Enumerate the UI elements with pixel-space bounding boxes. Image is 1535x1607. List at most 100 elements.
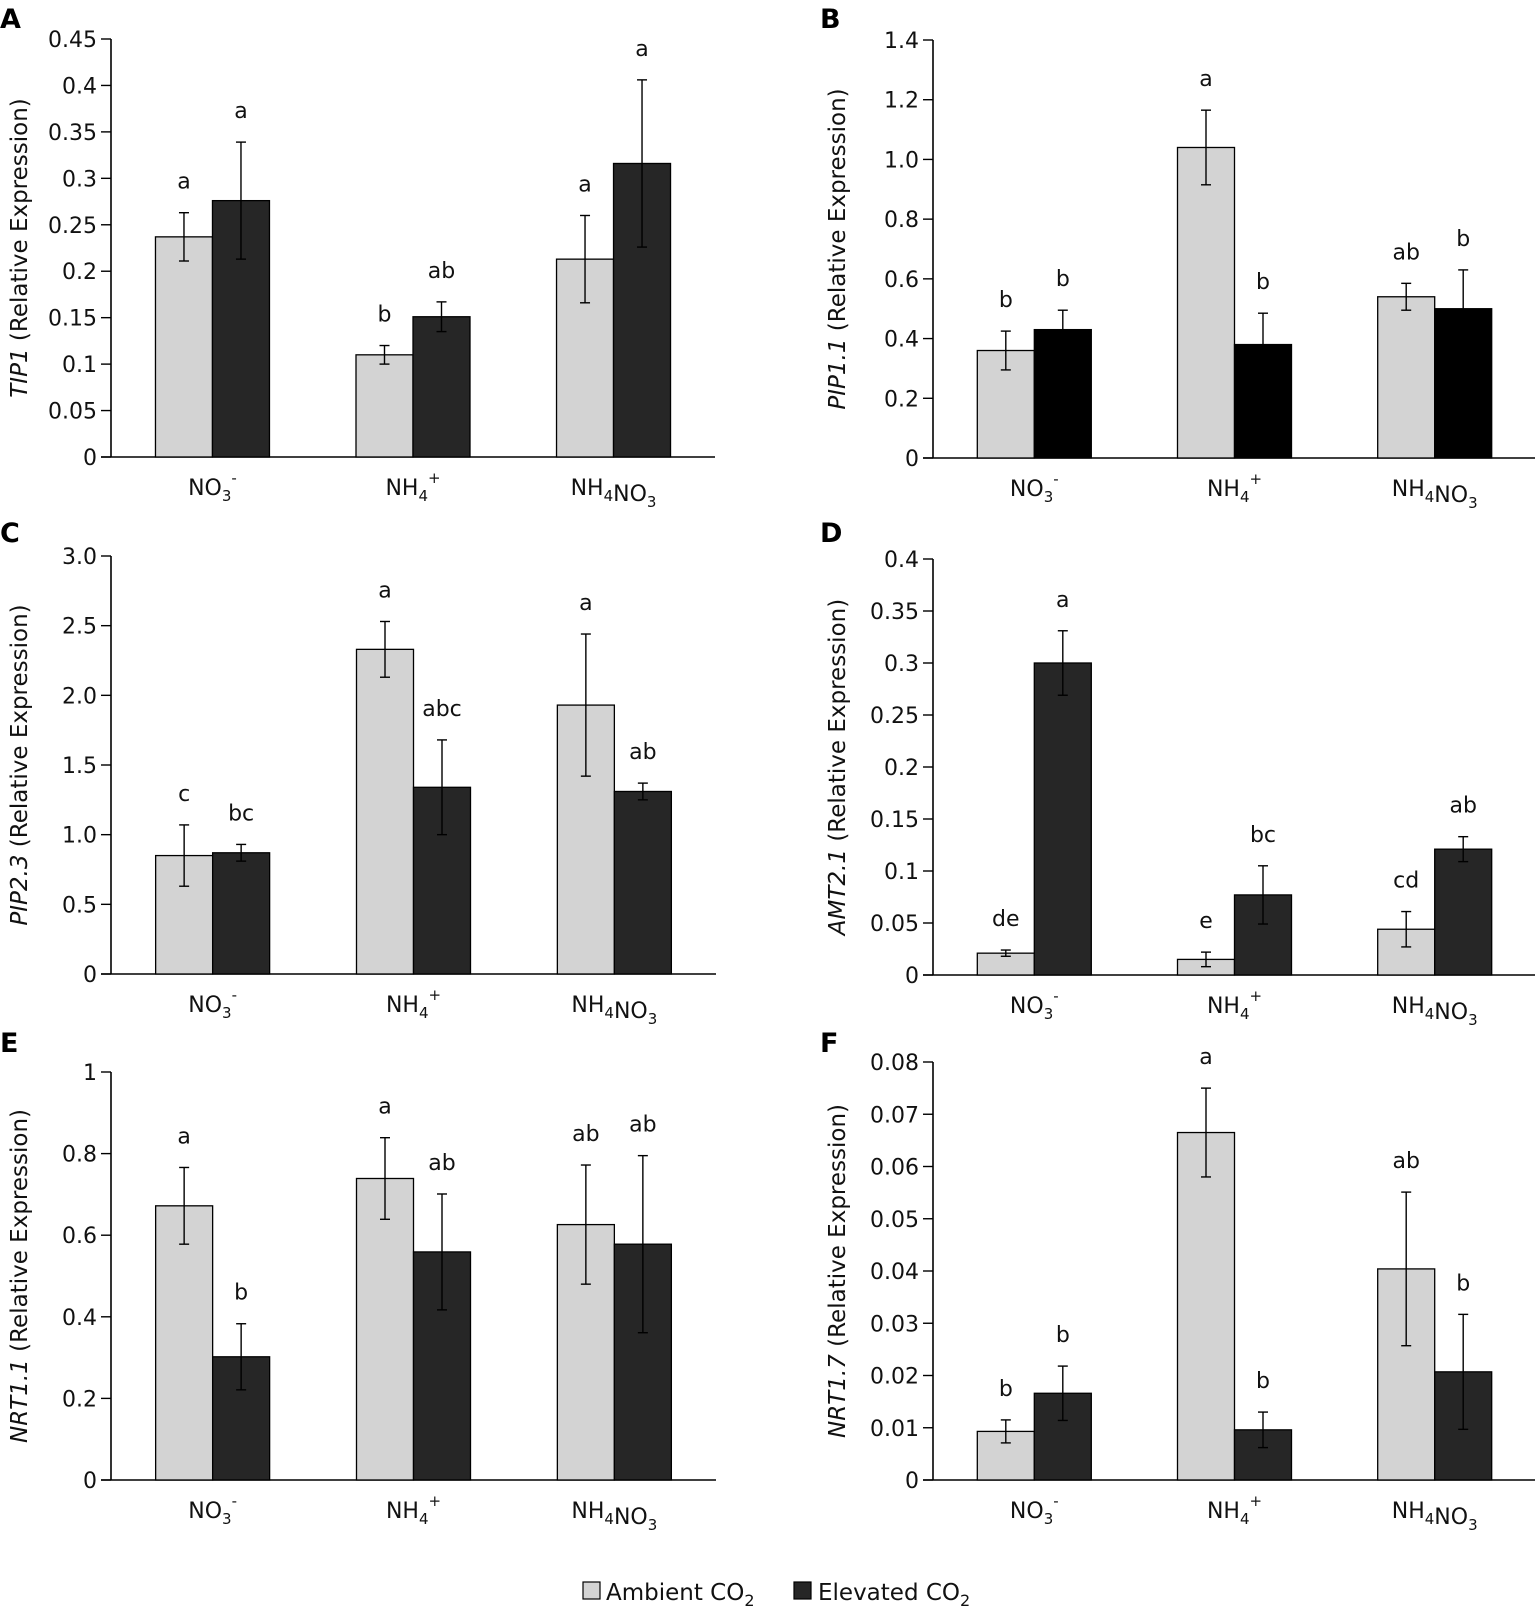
panel-a-y-label: TIP1 (Relative Expression) [7,98,33,398]
panel-d-y-tick-label: 0.15 [870,808,919,833]
panel-d-significance-letter: cd [1393,869,1419,894]
panel-c: C 0 0.5 1.0 1.5 2.0 2.5 3.0 PIP2.3 (Relative Exp… [0,518,716,1028]
panel-f-y-tick-label: 0.02 [870,1365,919,1390]
panel-b-significance-letter: ab [1392,240,1419,265]
panel-e-category-label: NO3- [188,1492,237,1528]
panel-c-y-tick-label: 0 [83,963,97,988]
panel-c-y-tick-label: 1.0 [62,824,97,849]
panel-b-y-label: PIP1.1 (Relative Expression) [825,88,851,409]
panel-a-significance-letter: a [578,172,591,197]
panel-a-bar-ambient [355,354,414,458]
panel-b: B 0 0.2 0.4 0.6 0.8 1.0 1.2 1.4 PIP1.1 (Relative … [820,4,1535,512]
panel-c-bar-elevated [211,852,271,975]
panel-c-letter: C [0,518,20,549]
panel-e-y-tick-label: 0.4 [62,1306,97,1331]
panel-e-y-tick-label: 1 [83,1061,97,1086]
panel-e-category-label: NH4+ [386,1492,441,1528]
panel-a-significance-letter: a [234,99,247,124]
panel-a-category-label: NH4+ [385,469,440,505]
panel-f-significance-letter: ab [1392,1149,1419,1174]
panel-d-y-tick-label: 0.3 [884,652,919,677]
panel-a-significance-letter: a [177,170,190,195]
panel-c-y-tick-label: 2.5 [62,615,97,640]
panel-d-bar-elevated [1434,848,1493,976]
panels-group: A 0 0.05 0.1 0.15 0.2 0.25 0.3 0.35 0.4 0.45 TIP1 (… [0,4,1535,1534]
panel-a-significance-letter: b [378,303,392,328]
panel-a-y-tick-label: 0.3 [62,167,97,192]
panel-e-category-label: NH4NO3 [571,1499,657,1534]
panel-d-category-label: NH4NO3 [1392,994,1478,1029]
panel-c-significance-letter: abc [422,697,462,722]
panel-b-y-tick-label: 1.2 [884,89,919,114]
panel-e-significance-letter: a [378,1095,391,1120]
panel-f-y-tick-label: 0.07 [870,1103,919,1128]
panel-f-y-tick-label: 0.08 [870,1051,919,1076]
panel-c-significance-letter: c [178,782,190,807]
panel-d-bar-elevated [1033,662,1092,976]
panel-f-category-label: NH4NO3 [1392,1499,1478,1534]
panel-a-letter: A [0,4,21,35]
panel-f-significance-letter: b [999,1377,1013,1402]
panel-f-significance-letter: b [1256,1369,1270,1394]
legend: Ambient CO2 Elevated CO2 [582,1580,970,1607]
panel-d-y-tick-label: 0.2 [884,756,919,781]
panel-c-significance-letter: ab [629,740,656,765]
panel-e-significance-letter: b [234,1281,248,1306]
panel-a-y-tick-label: 0.05 [48,400,97,425]
panel-f-y-tick-label: 0.03 [870,1312,919,1337]
panel-e-significance-letter: a [177,1124,190,1149]
panel-f-letter: F [820,1028,838,1059]
panel-a: A 0 0.05 0.1 0.15 0.2 0.25 0.3 0.35 0.4 0.45 TIP1 (… [0,4,715,511]
panel-f: F 0 0.01 0.02 0.03 0.04 0.05 0.06 0.07 0.08 NRT1.7… [820,1028,1535,1534]
panel-b-category-label: NH4+ [1207,470,1262,506]
panel-d: D 0 0.05 0.1 0.15 0.2 0.25 0.3 0.35 0.4 AMT2.1 (Re… [820,518,1535,1029]
panel-f-y-tick-label: 0.05 [870,1208,919,1233]
panel-a-y-tick-label: 0 [83,446,97,471]
panel-b-y-tick-label: 1.4 [884,29,919,54]
panel-d-significance-letter: de [992,907,1020,932]
panel-d-y-tick-label: 0.35 [870,600,919,625]
panel-e: E 0 0.2 0.4 0.6 0.8 1 NRT1.1 (Relative Expressi… [0,1028,716,1534]
panel-c-y-tick-label: 2.0 [62,684,97,709]
panel-c-category-label: NO3- [188,986,237,1022]
panel-d-significance-letter: a [1056,588,1069,613]
panel-d-y-tick-label: 0.1 [884,860,919,885]
panel-f-y-tick-label: 0.01 [870,1417,919,1442]
panel-a-y-tick-label: 0.1 [62,353,97,378]
panel-e-bar-ambient [355,1177,415,1481]
panel-f-y-tick-label: 0.06 [870,1156,919,1181]
panel-f-category-label: NH4+ [1207,1492,1262,1528]
panel-f-y-tick-label: 0 [905,1469,919,1494]
panel-d-category-label: NO3- [1010,987,1059,1023]
legend-swatch-ambient [582,1581,601,1600]
panel-c-y-tick-label: 1.5 [62,754,97,779]
panel-e-y-tick-label: 0.2 [62,1387,97,1412]
panel-a-y-tick-label: 0.25 [48,214,97,239]
panel-d-significance-letter: e [1199,909,1213,934]
panel-a-y-tick-label: 0.15 [48,307,97,332]
panel-d-category-label: NH4+ [1207,987,1262,1023]
panel-e-bar-ambient [154,1205,214,1481]
panel-c-significance-letter: bc [228,801,254,826]
panel-f-significance-letter: b [1056,1323,1070,1348]
panel-a-y-tick-label: 0.35 [48,121,97,146]
panel-c-significance-letter: a [378,578,391,603]
panel-b-bar-ambient [1377,296,1436,459]
legend-label-elevated: Elevated CO2 [818,1580,970,1607]
panel-b-significance-letter: b [1056,267,1070,292]
panel-a-y-tick-label: 0.4 [62,74,97,99]
panel-b-significance-letter: b [999,288,1013,313]
panel-b-y-tick-label: 0 [905,447,919,472]
panel-e-y-tick-label: 0.6 [62,1224,97,1249]
panel-f-category-label: NO3- [1010,1492,1059,1528]
panel-c-significance-letter: a [579,591,592,616]
panel-a-bar-ambient [154,236,214,458]
panel-c-bar-ambient [355,648,415,975]
panel-e-significance-letter: ab [572,1122,599,1147]
panel-e-significance-letter: ab [428,1151,455,1176]
panel-b-significance-letter: b [1256,270,1270,295]
panel-e-significance-letter: ab [629,1113,656,1138]
panel-f-y-label: NRT1.7 (Relative Expression) [825,1104,851,1438]
panel-b-y-tick-label: 1.0 [884,148,919,173]
